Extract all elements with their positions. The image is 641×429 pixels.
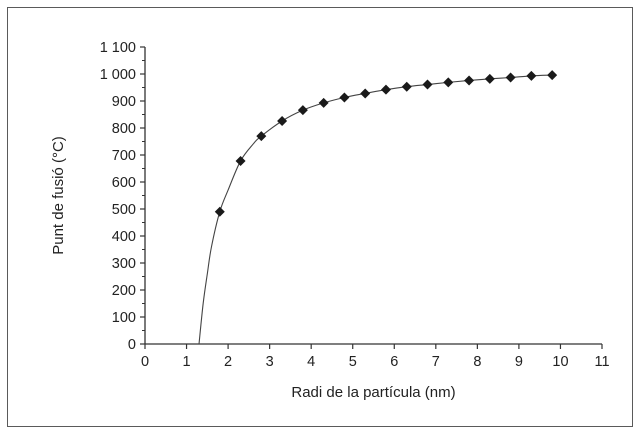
y-tick-label: 200 <box>112 283 136 299</box>
data-markers <box>214 70 558 217</box>
y-tick-label: 400 <box>112 229 136 245</box>
data-point-marker <box>256 131 267 142</box>
x-tick-label: 5 <box>349 354 357 370</box>
x-tick-label: 9 <box>515 354 523 370</box>
x-tick-label: 7 <box>432 354 440 370</box>
y-tick-label: 1 100 <box>100 40 136 56</box>
y-tick-label: 600 <box>112 175 136 191</box>
data-point-marker <box>277 115 288 126</box>
y-tick-label: 1 000 <box>100 67 136 83</box>
y-ticks: 0 100 200 300 400 500 600 700 800 900 1 000 1 100 <box>100 40 145 353</box>
data-point-marker <box>401 81 412 92</box>
data-point-marker <box>464 75 475 86</box>
y-tick-label: 900 <box>112 94 136 110</box>
figure-frame <box>7 7 633 427</box>
data-point-marker <box>505 72 516 83</box>
data-point-marker <box>526 70 537 81</box>
data-point-marker <box>547 70 558 81</box>
data-point-marker <box>443 77 454 88</box>
x-tick-label: 2 <box>224 354 232 370</box>
data-point-marker <box>380 84 391 95</box>
data-point-marker <box>484 73 495 84</box>
x-tick-label: 6 <box>390 354 398 370</box>
data-point-marker <box>297 105 308 116</box>
x-tick-label: 8 <box>473 354 481 370</box>
x-axis-title: Radi de la partícula (nm) <box>291 384 455 401</box>
y-tick-label: 100 <box>112 310 136 326</box>
x-ticks: 0 1 2 3 4 5 6 7 8 9 10 11 <box>141 344 610 370</box>
data-point-marker <box>318 97 329 108</box>
data-point-marker <box>339 92 350 103</box>
y-axis-title: Punt de fusió (°C) <box>50 136 67 255</box>
data-point-marker <box>422 79 433 90</box>
data-point-marker <box>214 206 225 217</box>
x-tick-label: 3 <box>266 354 274 370</box>
x-tick-label: 1 <box>183 354 191 370</box>
y-tick-label: 300 <box>112 256 136 272</box>
y-tick-label: 800 <box>112 121 136 137</box>
x-tick-label: 4 <box>307 354 315 370</box>
data-point-marker <box>360 88 371 99</box>
y-tick-label: 500 <box>112 202 136 218</box>
x-tick-label: 10 <box>552 354 568 370</box>
fit-curve <box>198 74 553 345</box>
x-tick-label: 11 <box>594 354 609 370</box>
x-tick-label: 0 <box>141 354 149 370</box>
data-point-marker <box>235 155 246 166</box>
y-tick-label: 700 <box>112 148 136 164</box>
y-tick-label: 0 <box>128 337 136 353</box>
